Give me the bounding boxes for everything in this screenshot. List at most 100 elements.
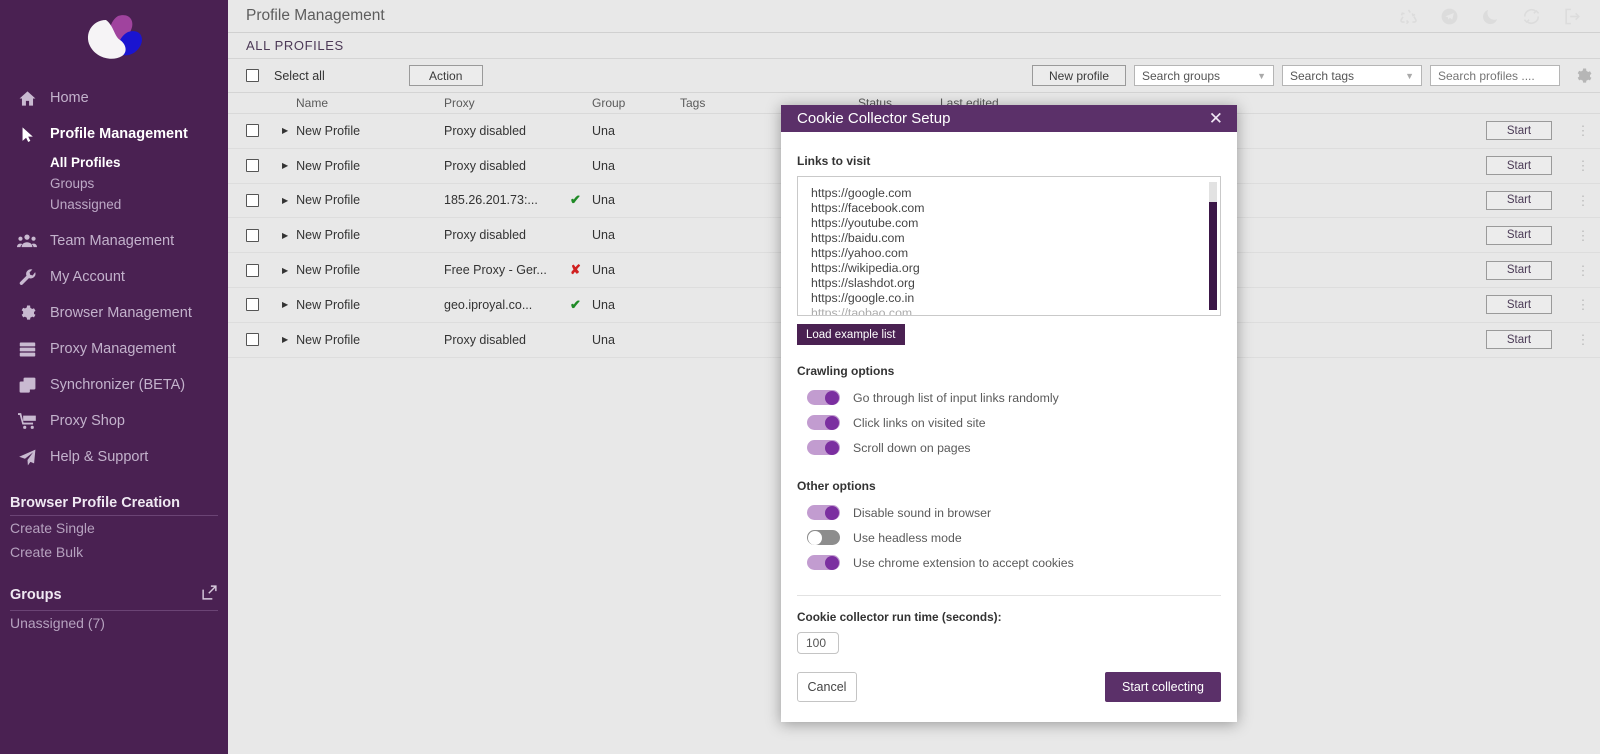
sidebar-subitem-all-profiles[interactable]: All Profiles (0, 152, 228, 173)
refresh-icon[interactable] (1522, 7, 1541, 26)
row-checkbox[interactable] (245, 228, 259, 242)
expand-arrow-icon[interactable]: ▶ (282, 335, 289, 345)
expand-arrow-icon[interactable]: ▶ (282, 161, 289, 171)
section-bar: ALL PROFILES (228, 33, 1600, 59)
option-row: Click links on visited site (797, 410, 1221, 435)
telegram-icon[interactable] (1440, 7, 1459, 26)
sidebar-item-label: Team Management (50, 233, 175, 249)
toggle-switch[interactable] (807, 415, 840, 430)
row-proxy: Proxy disabled (444, 158, 526, 173)
sidebar-item-team-management[interactable]: Team Management (0, 223, 228, 259)
start-button[interactable]: Start (1486, 330, 1552, 350)
other-options-title: Other options (797, 479, 876, 493)
row-menu-icon[interactable]: ⋮ (1576, 192, 1590, 208)
server-icon (10, 341, 44, 358)
search-groups-select[interactable]: Search groups ▼ (1134, 65, 1274, 86)
runtime-input[interactable]: 100 (797, 632, 839, 654)
toggle-switch[interactable] (807, 530, 840, 545)
row-menu-icon[interactable]: ⋮ (1576, 297, 1590, 313)
settings-gear-icon[interactable] (1568, 67, 1592, 85)
edit-icon[interactable] (201, 584, 218, 606)
row-group: Una (592, 332, 615, 347)
row-menu-icon[interactable]: ⋮ (1576, 158, 1590, 174)
link-line: https://slashdot.org (811, 276, 915, 290)
toggle-switch[interactable] (807, 555, 840, 570)
column-header-group: Group (592, 96, 626, 110)
action-button[interactable]: Action (408, 65, 483, 86)
create-bulk-link[interactable]: Create Bulk (0, 540, 228, 564)
sidebar-item-home[interactable]: Home (0, 80, 228, 116)
sidebar-item-my-account[interactable]: My Account (0, 259, 228, 295)
search-profiles-input[interactable] (1430, 65, 1560, 86)
row-group: Una (592, 158, 615, 173)
row-menu-icon[interactable]: ⋮ (1576, 123, 1590, 139)
row-proxy-status-icon: ✔ (570, 296, 581, 312)
all-profiles-title: ALL PROFILES (246, 38, 344, 53)
create-single-link[interactable]: Create Single (0, 516, 228, 540)
gear-icon (10, 304, 44, 322)
load-example-list-button[interactable]: Load example list (797, 324, 905, 345)
row-menu-icon[interactable]: ⋮ (1576, 332, 1590, 348)
links-textarea[interactable]: https://google.com https://facebook.com ht… (797, 176, 1221, 316)
start-button[interactable]: Start (1486, 190, 1552, 210)
toggle-switch[interactable] (807, 440, 840, 455)
toggle-knob (825, 390, 839, 405)
links-scrollbar[interactable] (1209, 182, 1217, 310)
row-menu-icon[interactable]: ⋮ (1576, 227, 1590, 243)
start-button[interactable]: Start (1486, 295, 1552, 315)
expand-arrow-icon[interactable]: ▶ (282, 265, 289, 275)
row-proxy: geo.iproyal.co... (444, 297, 533, 312)
logout-icon[interactable] (1563, 7, 1582, 26)
start-button[interactable]: Start (1486, 260, 1552, 280)
modal-body: Links to visit https://google.com https:/… (781, 132, 1237, 654)
start-collecting-button[interactable]: Start collecting (1105, 672, 1221, 702)
row-checkbox[interactable] (245, 193, 259, 207)
page-title: Profile Management (246, 7, 385, 24)
sidebar-subitem-label: Groups (50, 176, 95, 191)
crawling-options-title: Crawling options (797, 364, 895, 378)
row-checkbox[interactable] (245, 333, 259, 347)
row-proxy-status-icon: ✘ (570, 262, 581, 278)
sidebar-subitem-unassigned[interactable]: Unassigned (0, 194, 228, 215)
sidebar-subitem-groups[interactable]: Groups (0, 173, 228, 194)
users-icon (10, 233, 44, 249)
start-button[interactable]: Start (1486, 121, 1552, 141)
sidebar-item-proxy-shop[interactable]: Proxy Shop (0, 403, 228, 439)
expand-arrow-icon[interactable]: ▶ (282, 300, 289, 310)
start-button[interactable]: Start (1486, 225, 1552, 245)
toggle-switch[interactable] (807, 505, 840, 520)
expand-arrow-icon[interactable]: ▶ (282, 195, 289, 205)
recycle-icon[interactable] (1399, 7, 1418, 26)
toggle-knob (825, 415, 839, 430)
section-title: Groups (10, 587, 62, 603)
search-tags-select[interactable]: Search tags ▼ (1282, 65, 1422, 86)
new-profile-button[interactable]: New profile (1032, 65, 1126, 86)
row-checkbox[interactable] (245, 159, 259, 173)
toggle-switch[interactable] (807, 390, 840, 405)
modal-title: Cookie Collector Setup (797, 110, 951, 127)
close-icon[interactable]: ✕ (1208, 109, 1223, 128)
sidebar-item-browser-management[interactable]: Browser Management (0, 295, 228, 331)
option-label: Click links on visited site (853, 415, 986, 430)
cookie-collector-modal: Cookie Collector Setup ✕ Links to visit … (781, 105, 1237, 722)
column-header-tags: Tags (680, 96, 706, 110)
row-menu-icon[interactable]: ⋮ (1576, 262, 1590, 278)
moon-icon[interactable] (1481, 7, 1500, 26)
row-checkbox[interactable] (245, 124, 259, 138)
group-item-unassigned[interactable]: Unassigned (7) (0, 611, 228, 635)
cancel-button[interactable]: Cancel (797, 672, 857, 702)
sidebar-item-profile-management[interactable]: Profile Management (0, 116, 228, 152)
select-all-checkbox[interactable] (246, 69, 259, 82)
scrollbar-thumb[interactable] (1209, 182, 1217, 202)
sidebar-item-synchronizer[interactable]: Synchronizer (BETA) (0, 367, 228, 403)
expand-arrow-icon[interactable]: ▶ (282, 230, 289, 240)
expand-arrow-icon[interactable]: ▶ (282, 126, 289, 136)
start-button[interactable]: Start (1486, 156, 1552, 176)
sidebar-item-proxy-management[interactable]: Proxy Management (0, 331, 228, 367)
top-header-bar: Profile Management (228, 0, 1600, 33)
sidebar-item-help-support[interactable]: Help & Support (0, 439, 228, 475)
row-checkbox[interactable] (245, 298, 259, 312)
row-checkbox[interactable] (245, 263, 259, 277)
cart-icon (10, 412, 44, 430)
header-icon-group (1399, 7, 1590, 26)
